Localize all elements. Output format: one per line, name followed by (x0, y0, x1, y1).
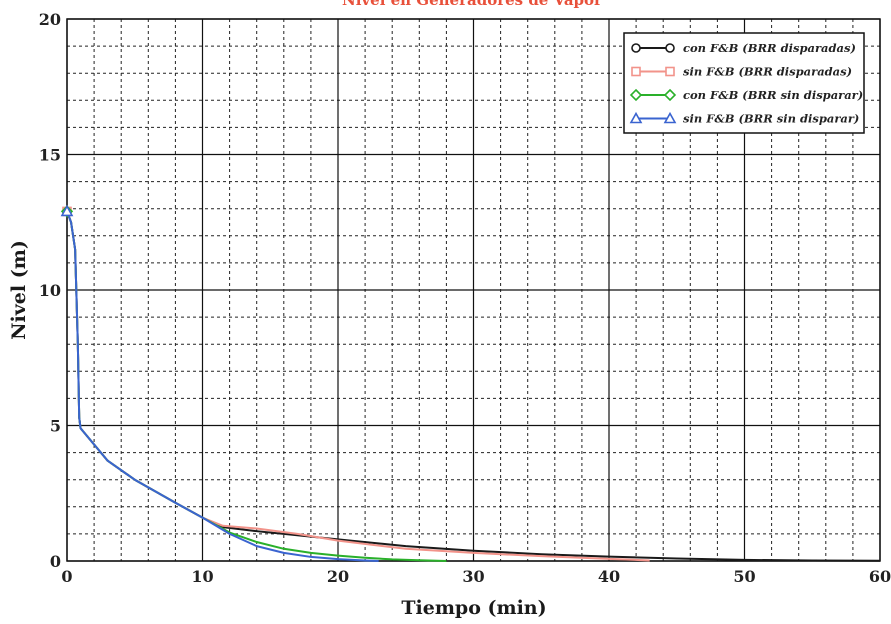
legend-label: con F&B (BRR sin disparar) (683, 88, 863, 102)
plot-frame (66, 18, 881, 562)
series-marker (60, 204, 74, 217)
x-tick-labels: 0 10 20 30 40 50 60 (61, 567, 891, 586)
y-tick-labels: 0 5 10 15 20 (39, 10, 61, 571)
series-marker (665, 43, 675, 53)
chart-title: Nivel en Generadores de Vapor (342, 0, 603, 9)
series-marker (663, 88, 677, 102)
x-axis-label: Tiempo (min) (401, 597, 546, 619)
legend-label: sin F&B (BRR sin disparar) (683, 112, 859, 126)
x-tick-label: 10 (191, 567, 213, 586)
legend-box (623, 32, 865, 134)
series-marker (665, 66, 675, 77)
x-tick-label: 30 (462, 567, 484, 586)
legend-label: sin F&B (BRR disparadas) (683, 65, 852, 79)
y-tick-label: 10 (39, 281, 61, 300)
y-tick-label: 5 (50, 417, 61, 436)
series-marker (631, 66, 641, 77)
x-tick-label: 60 (869, 567, 891, 586)
x-tick-label: 20 (327, 567, 349, 586)
y-tick-label: 15 (39, 146, 61, 165)
series-line-4 (66, 211, 379, 562)
y-tick-label: 20 (39, 10, 61, 29)
legend-label: con F&B (BRR disparadas) (683, 41, 856, 55)
series-marker (629, 111, 643, 124)
x-tick-label: 50 (733, 567, 755, 586)
x-tick-label: 40 (598, 567, 620, 586)
y-axis-label: Nivel (m) (8, 240, 30, 340)
series-marker (663, 111, 677, 124)
series-layer (60, 204, 881, 562)
x-tick-label: 0 (61, 567, 72, 586)
legend: con F&B (BRR disparadas) sin F&B (BRR dis… (623, 32, 865, 134)
series-marker (631, 43, 641, 53)
series-marker (629, 88, 643, 102)
y-tick-label: 0 (50, 552, 61, 571)
